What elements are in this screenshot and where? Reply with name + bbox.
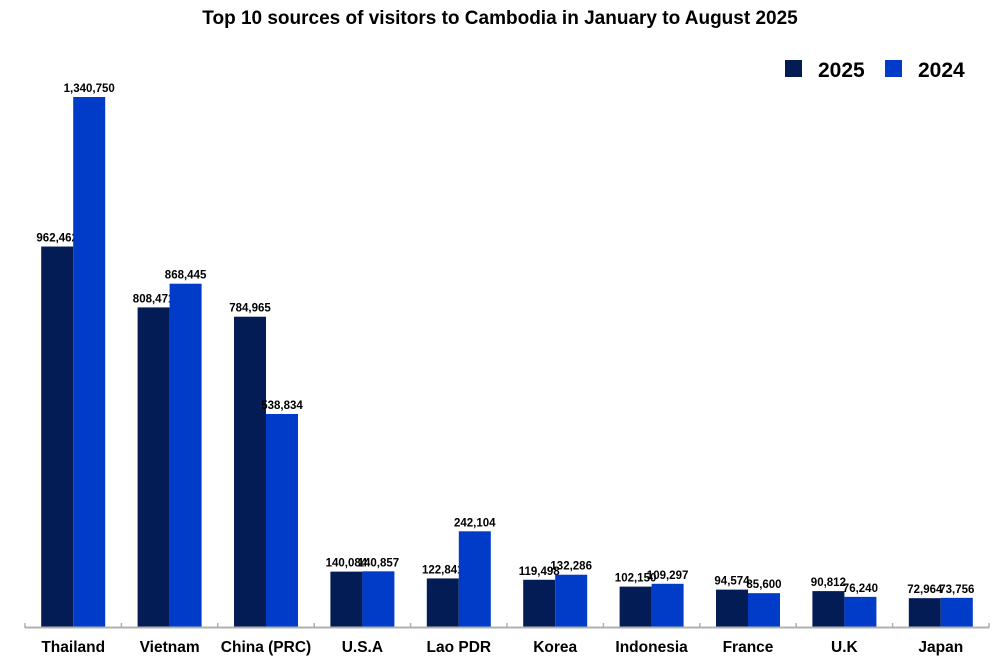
bar-2024-0 bbox=[73, 97, 106, 627]
bar-2024-9 bbox=[940, 597, 973, 627]
bar-2024-1 bbox=[169, 283, 202, 627]
data-label-2025-5: 119,498 bbox=[519, 566, 561, 578]
bar-2024-7 bbox=[748, 593, 780, 627]
data-label-2024-9: 73,756 bbox=[939, 584, 974, 596]
data-label-2024-2: 538,834 bbox=[261, 400, 303, 412]
data-label-2025-4: 122,841 bbox=[422, 564, 464, 576]
data-label-2025-6: 102,150 bbox=[615, 573, 657, 585]
legend-swatch-2024 bbox=[885, 60, 902, 77]
bar-2024-3 bbox=[362, 571, 395, 627]
data-label-2024-7: 85,600 bbox=[746, 579, 781, 591]
legend-swatch-2025 bbox=[785, 60, 802, 77]
category-label-6: Indonesia bbox=[615, 639, 688, 656]
data-label-2025-2: 784,965 bbox=[229, 303, 271, 315]
data-label-2024-1: 868,445 bbox=[165, 270, 207, 282]
bar-2025-6 bbox=[619, 586, 652, 627]
bar-2024-6 bbox=[651, 583, 684, 627]
category-label-5: Korea bbox=[533, 639, 577, 656]
bar-2025-7 bbox=[716, 589, 748, 627]
data-label-2025-1: 808,471 bbox=[133, 293, 175, 305]
legend: 2025 2024 bbox=[785, 59, 965, 82]
bar-2024-5 bbox=[555, 574, 588, 627]
bar-2025-9 bbox=[908, 598, 941, 627]
bar-2024-2 bbox=[266, 413, 298, 627]
data-label-2024-4: 242,104 bbox=[454, 517, 496, 529]
category-label-7: France bbox=[723, 639, 774, 656]
category-label-2: China (PRC) bbox=[221, 639, 311, 656]
data-label-2025-0: 962,462 bbox=[36, 233, 78, 245]
bar-2025-3 bbox=[330, 571, 363, 627]
bar-2025-4 bbox=[426, 578, 459, 627]
data-label-2024-5: 132,286 bbox=[550, 561, 592, 573]
category-label-8: U.K bbox=[831, 639, 859, 656]
bar-2025-0 bbox=[41, 246, 74, 628]
bar-2024-8 bbox=[844, 596, 877, 627]
data-label-2024-6: 109,297 bbox=[647, 570, 689, 582]
legend-label-2024: 2024 bbox=[918, 59, 965, 82]
bar-2025-1 bbox=[137, 307, 170, 627]
bar-2025-8 bbox=[812, 591, 845, 627]
data-label-2025-3: 140,084 bbox=[326, 558, 368, 570]
legend-label-2025: 2025 bbox=[818, 59, 865, 82]
bar-2025-2 bbox=[234, 316, 266, 627]
data-label-2025-7: 94,574 bbox=[714, 576, 750, 588]
category-label-1: Vietnam bbox=[140, 639, 200, 656]
category-label-9: Japan bbox=[918, 639, 963, 656]
data-label-2024-8: 76,240 bbox=[843, 583, 878, 595]
chart-title: Top 10 sources of visitors to Cambodia i… bbox=[202, 8, 798, 29]
category-label-3: U.S.A bbox=[342, 639, 383, 656]
category-label-4: Lao PDR bbox=[427, 639, 492, 656]
data-label-2024-3: 140,857 bbox=[358, 557, 400, 569]
data-label-2025-8: 90,812 bbox=[811, 577, 846, 589]
data-label-2025-9: 72,964 bbox=[907, 584, 943, 596]
bar-2024-4 bbox=[458, 531, 491, 627]
bar-2025-5 bbox=[523, 579, 556, 627]
category-label-0: Thailand bbox=[41, 639, 105, 656]
data-label-2024-0: 1,340,750 bbox=[64, 83, 115, 95]
